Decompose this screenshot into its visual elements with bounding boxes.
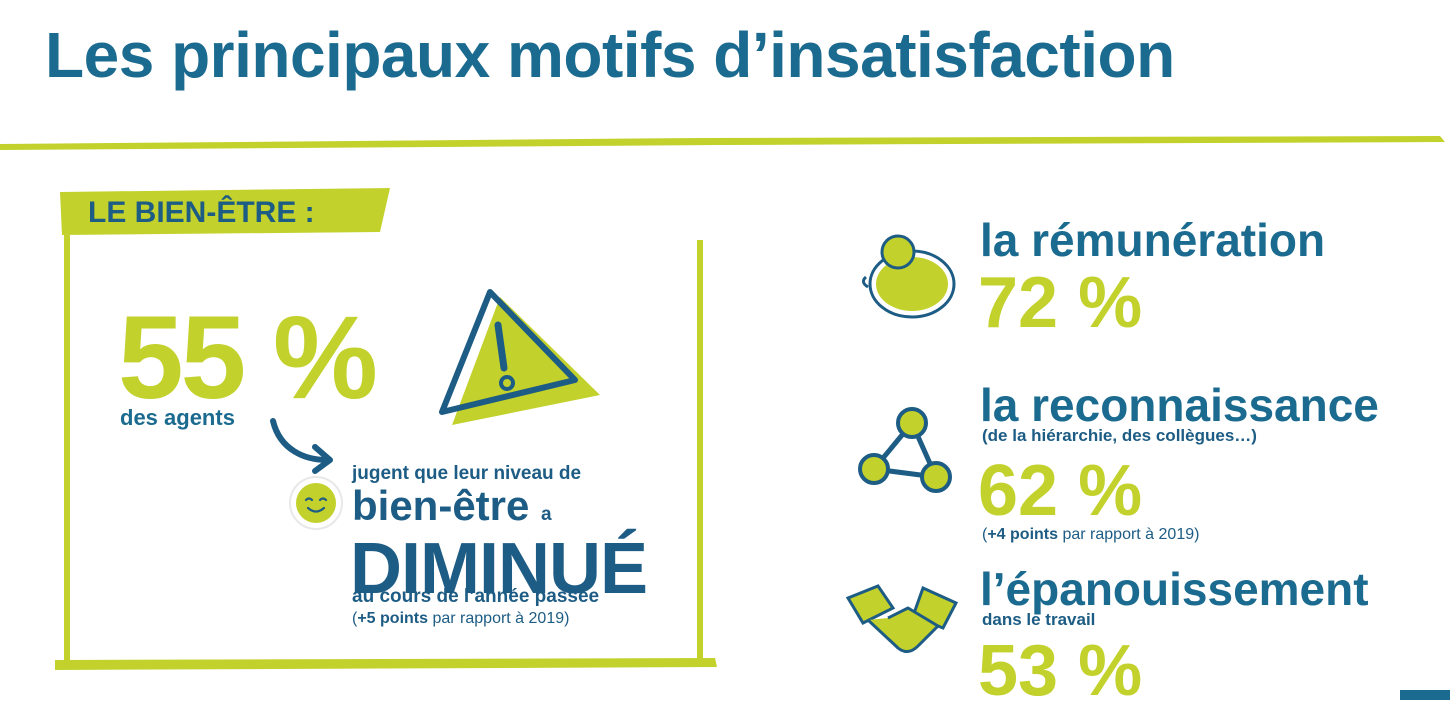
title: Les principaux motifs d’insatisfaction: [45, 19, 1175, 91]
corner-tab: [1400, 690, 1450, 700]
reason-subtitle: dans le travail: [982, 610, 1096, 629]
text-line: jugent que leur niveau de: [352, 463, 582, 484]
piggy-icon: [861, 234, 956, 319]
text-line: bien-être a: [352, 482, 552, 530]
stat: 55 %: [118, 292, 378, 424]
reason-value: 62 %: [978, 451, 1143, 531]
note-part: par rapport à 2019): [432, 610, 570, 627]
text-headline: DIMINUÉ: [350, 529, 648, 609]
text-line: au cours de l’année passée: [352, 586, 600, 607]
text-emphasis: bien-être: [352, 482, 530, 529]
section-label: LE BIEN-ÊTRE :: [88, 196, 315, 229]
note: (+4 points par rapport à 2019): [982, 526, 1199, 544]
note-bold: +5 points: [357, 610, 429, 627]
note-part: (: [982, 526, 988, 543]
panel-frame: [55, 188, 717, 670]
arrow: [270, 418, 333, 474]
network-icon: [858, 407, 952, 493]
reason-title: la rémunération: [980, 214, 1326, 266]
note-part: (: [352, 610, 358, 627]
note-bold: +4 points: [987, 526, 1059, 543]
reason-subtitle: (de la hiérarchie, des collègues…): [982, 426, 1257, 445]
divider-stroke: [0, 136, 1445, 150]
reason-title: la reconnaissance: [980, 379, 1379, 431]
note-part: par rapport à 2019): [1062, 526, 1200, 543]
reason-title: l’épanouissement: [980, 563, 1369, 615]
note: (+5 points par rapport à 2019): [352, 610, 569, 628]
smiley-icon: [289, 476, 343, 530]
reason-value: 53 %: [978, 631, 1143, 711]
handshake-icon: [845, 584, 959, 653]
stat-subject: des agents: [120, 405, 235, 430]
reason-value: 72 %: [978, 263, 1143, 343]
text-small: a: [541, 504, 552, 525]
warning-icon: [439, 289, 600, 425]
